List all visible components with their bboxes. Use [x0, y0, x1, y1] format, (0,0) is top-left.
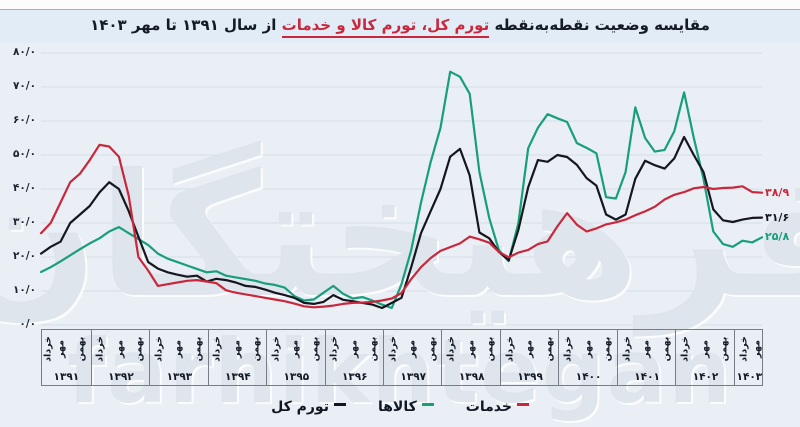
- y-tick-label: ۰/۰: [19, 318, 36, 330]
- year-cell: ۱۴۰۲: [675, 330, 734, 385]
- year-label: ۱۴۰۲: [692, 371, 719, 383]
- year-label: ۱۳۹۶: [341, 371, 368, 383]
- year-cell: ۱۳۹۲: [90, 330, 150, 385]
- year-label: ۱۴۰۱: [634, 371, 660, 383]
- legend-label: کالاها: [377, 399, 417, 415]
- year-cell: ۱۴۰۳: [733, 330, 764, 385]
- year-label: ۱۳۹۵: [283, 371, 310, 383]
- year-cell: ۱۳۹۹: [499, 330, 559, 385]
- year-cell: ۱۴۰۱: [616, 330, 676, 385]
- legend-label: تورم کل: [271, 399, 329, 415]
- series-line: [39, 70, 764, 310]
- title-band: [0, 10, 800, 43]
- watermark-text: farhikhtegan: [67, 320, 733, 423]
- y-tick-label: ۴۰/۰: [12, 182, 36, 194]
- y-tick-label: ۸۰/۰: [12, 46, 36, 58]
- watermark-shadow: فرهیختگان: [0, 140, 800, 339]
- y-tick-label: ۲۰/۰: [12, 250, 36, 262]
- legend-dash-icon: [421, 403, 434, 406]
- year-label: ۱۴۰۰: [575, 371, 602, 383]
- end-value-label: ۳۱/۶: [765, 210, 790, 224]
- year-label: ۱۳۹۹: [517, 371, 543, 383]
- year-cell: ۱۴۰۰: [558, 330, 617, 385]
- y-tick-label: ۱۰/۰: [12, 284, 36, 296]
- end-value-label: ۳۸/۹: [765, 185, 790, 199]
- year-label: ۱۴۰۳: [736, 371, 763, 383]
- year-cell: ۱۳۹۴: [207, 330, 267, 385]
- year-cell: ۱۳۹۱: [42, 330, 91, 385]
- year-cell: ۱۳۹۵: [266, 330, 325, 385]
- legend-label: خدمات: [465, 399, 512, 415]
- series-line: [39, 135, 764, 310]
- year-cell: ۱۳۹۳: [149, 330, 208, 385]
- year-cell: ۱۳۹۸: [441, 330, 500, 385]
- year-label: ۱۳۹۴: [225, 371, 251, 383]
- title-prefix: مقایسه وضعیت نقطه‌به‌نقطه: [494, 16, 710, 34]
- series-line: [39, 143, 764, 309]
- title-suffix: از سال ۱۳۹۱ تا مهر ۱۴۰۳: [90, 16, 277, 34]
- year-label: ۱۳۹۷: [400, 371, 427, 383]
- end-value-label: ۲۵/۸: [765, 230, 790, 244]
- watermark-shadow: farhikhtegan: [69, 322, 735, 425]
- x-axis: ۱۳۹۱ خرداد مهر بهمن ۱۳۹۲ خرداد مهر بهمن ۱۳۹۳ خردا…: [41, 329, 763, 386]
- chart-title: مقایسه وضعیت نقطه‌به‌نقطه تورم کل، تورم …: [0, 16, 800, 38]
- y-tick-label: ۶۰/۰: [12, 114, 36, 126]
- y-tick-label: ۷۰/۰: [12, 80, 36, 92]
- y-tick-label: ۳۰/۰: [12, 216, 36, 228]
- title-highlight: تورم کل، تورم کالا و خدمات: [281, 16, 490, 38]
- legend-dash-icon: [333, 403, 346, 406]
- year-label: ۱۳۹۸: [458, 371, 485, 383]
- legend-dash-icon: [516, 403, 529, 406]
- y-tick-label: ۵۰/۰: [12, 148, 36, 160]
- year-label: ۱۳۹۲: [108, 371, 134, 383]
- legend-item: تورم کل: [271, 399, 346, 415]
- watermark-text: فرهیختگان: [0, 138, 800, 337]
- legend-item: کالاها: [378, 399, 434, 415]
- year-label: ۱۳۹۳: [166, 371, 193, 383]
- year-cell: ۱۳۹۶: [324, 330, 384, 385]
- legend-item: خدمات: [466, 399, 529, 415]
- top-strip: [0, 0, 800, 10]
- legend: خدمات کالاها تورم کل: [0, 399, 800, 415]
- year-cell: ۱۳۹۷: [383, 330, 442, 385]
- year-label: ۱۳۹۱: [53, 371, 80, 383]
